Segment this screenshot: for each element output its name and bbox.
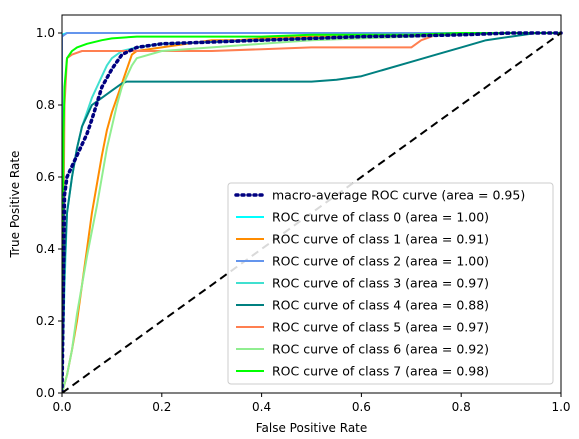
x-tick-label: 0.0	[52, 400, 71, 414]
legend-entry-label: macro-average ROC curve (area = 0.95)	[272, 188, 525, 203]
y-tick-label: 0.4	[36, 242, 55, 256]
legend-box	[227, 182, 554, 385]
legend-entry-label: ROC curve of class 0 (area = 1.00)	[272, 210, 489, 225]
x-tick-label: 0.8	[452, 400, 471, 414]
series-line-class-4	[62, 32, 561, 393]
series-line-class-2	[62, 32, 561, 393]
y-tick-label: 0.6	[36, 170, 55, 184]
y-axis-title: True Positive Rate	[8, 151, 22, 259]
legend-entry-label: ROC curve of class 6 (area = 0.92)	[272, 342, 489, 357]
y-tick-label: 0.2	[36, 314, 55, 328]
legend: macro-average ROC curve (area = 0.95) ROC…	[227, 182, 554, 385]
legend-entry-label: ROC curve of class 1 (area = 0.91)	[272, 232, 489, 247]
x-tick-label: 0.6	[352, 400, 371, 414]
y-tick-label: 0.0	[36, 386, 55, 400]
x-tick-label: 1.0	[551, 400, 570, 414]
legend-entry-label: ROC curve of class 4 (area = 0.88)	[272, 298, 489, 313]
reference-diagonal-line	[62, 32, 562, 393]
y-tick-label: 1.0	[36, 26, 55, 40]
legend-entry-label: ROC curve of class 3 (area = 0.97)	[272, 276, 489, 291]
y-tick-label: 0.8	[36, 98, 55, 112]
series-layer	[62, 31, 563, 393]
legend-entry-label: ROC curve of class 5 (area = 0.97)	[272, 320, 489, 335]
series-line-macro-average	[62, 31, 563, 393]
axes-frame	[61, 14, 562, 394]
legend-entry-label: ROC curve of class 7 (area = 0.98)	[272, 364, 489, 379]
plot-area	[62, 31, 563, 393]
x-axis-title: False Positive Rate	[256, 421, 368, 435]
series-line-class-6	[62, 32, 561, 393]
x-tick-label: 0.2	[152, 400, 171, 414]
ticks-layer: 0.0 0.2 0.4 0.6 0.8 1.0 0.0 0.2 0.4 0.6 0.8 1.0	[36, 26, 571, 414]
x-tick-label: 0.4	[252, 400, 271, 414]
legend-entry-label: ROC curve of class 2 (area = 1.00)	[272, 254, 489, 269]
